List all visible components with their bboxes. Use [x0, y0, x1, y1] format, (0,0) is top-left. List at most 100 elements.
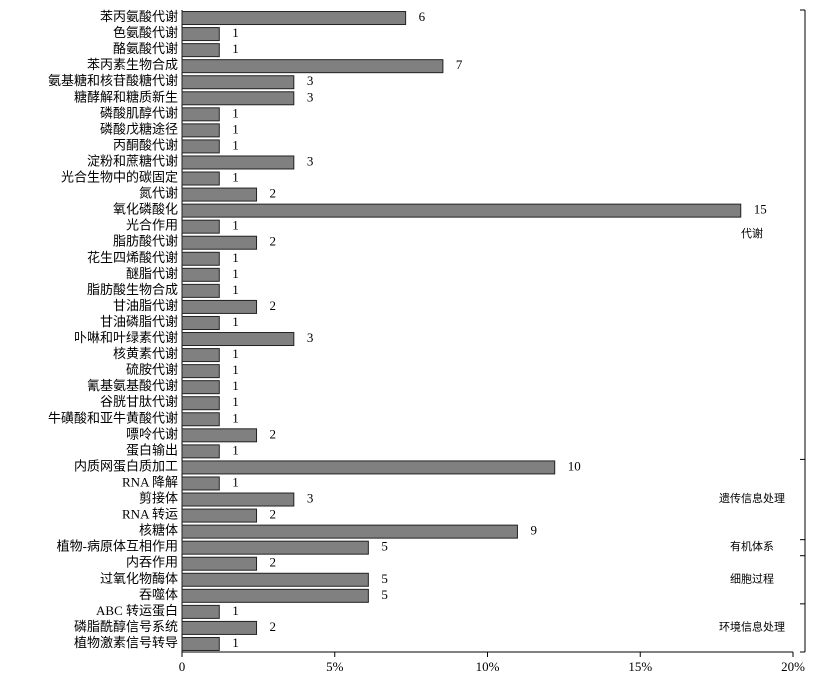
y-tick-label: 丙酮酸代谢: [113, 137, 178, 152]
y-tick-label: 磷酸戊糖途径: [100, 121, 178, 136]
bar: [181, 123, 220, 138]
y-tick-label: ABC 转运蛋白: [96, 603, 178, 618]
value-label: 1: [232, 362, 239, 377]
value-label: 1: [232, 603, 239, 618]
y-tick-label: 甘油磷脂代谢: [100, 314, 178, 329]
value-label: 1: [232, 410, 239, 425]
group-label: 代谢: [741, 226, 763, 240]
y-tick-label: 内质网蛋白质加工: [74, 458, 178, 473]
bar: [181, 540, 369, 555]
group-label: 细胞过程: [730, 572, 774, 585]
y-tick-label: 脂肪酸代谢: [113, 234, 178, 249]
y-tick-label: 内吞作用: [126, 555, 178, 570]
bar: [181, 556, 258, 571]
value-label: 1: [232, 105, 239, 120]
bar: [181, 364, 220, 379]
value-label: 1: [232, 346, 239, 361]
bar: [181, 428, 258, 443]
bar: [181, 267, 220, 282]
value-label: 1: [232, 41, 239, 56]
value-label: 1: [232, 282, 239, 297]
y-tick-label: 植物激素信号转导: [74, 635, 178, 650]
bar: [181, 332, 295, 347]
y-tick-label: 卟啉和叶绿素代谢: [74, 330, 178, 345]
value-label: 9: [530, 523, 537, 538]
bar: [181, 235, 258, 250]
y-tick-label: 淀粉和蔗糖代谢: [87, 153, 178, 168]
y-tick-label: 磷酸肌醇代谢: [100, 105, 178, 120]
y-tick-label: 蛋白输出: [126, 442, 178, 457]
bar: [181, 11, 407, 26]
bar: [181, 348, 220, 363]
bar: [181, 203, 742, 218]
x-tick-label: 20%: [781, 659, 805, 674]
value-label: 1: [232, 442, 239, 457]
x-tick-label: 10%: [476, 659, 500, 674]
y-tick-label: 甘油脂代谢: [113, 298, 178, 313]
y-tick-label: 谷胱甘肽代谢: [100, 394, 178, 409]
bar: [181, 476, 220, 491]
bar: [181, 75, 295, 90]
y-tick-label: 过氧化物酶体: [100, 571, 178, 586]
bar: [181, 588, 369, 603]
bar: [181, 27, 220, 42]
bar: [181, 107, 220, 122]
value-label: 1: [232, 266, 239, 281]
y-tick-label: 氨基糖和核苷酸糖代谢: [48, 73, 178, 88]
bar: [181, 43, 220, 58]
value-label: 15: [754, 202, 767, 217]
value-label: 2: [270, 507, 277, 522]
x-tick-label: 5%: [326, 659, 344, 674]
y-tick-label: 苯丙氨酸代谢: [100, 9, 178, 24]
bar: [181, 492, 295, 507]
value-label: 3: [307, 89, 314, 104]
group-label: 有机体系: [730, 539, 774, 553]
bar: [181, 396, 220, 411]
value-label: 2: [270, 555, 277, 570]
y-tick-label: 核糖体: [139, 523, 178, 538]
bar: [181, 620, 258, 635]
bar: [181, 171, 220, 186]
value-label: 1: [232, 394, 239, 409]
y-tick-label: 硫胺代谢: [126, 362, 178, 377]
y-tick-label: 氰基氨基酸代谢: [87, 378, 178, 393]
bar: [181, 219, 220, 234]
bar: [181, 155, 295, 170]
y-tick-label: 糖酵解和糖质新生: [74, 89, 178, 104]
y-tick-label: 光合生物中的碳固定: [61, 170, 178, 185]
bar: [181, 444, 220, 459]
y-tick-label: 氧化磷酸化: [113, 202, 178, 217]
y-tick-label: 核黄素代谢: [113, 346, 178, 361]
bar: [181, 283, 220, 298]
value-label: 3: [307, 153, 314, 168]
y-tick-label: RNA 降解: [122, 474, 178, 489]
y-tick-label: 嘌呤代谢: [126, 426, 178, 441]
y-tick-label: 牛磺酸和亚牛黄酸代谢: [48, 410, 178, 425]
value-label: 1: [232, 314, 239, 329]
y-tick-label: 植物-病原体互相作用: [57, 539, 178, 554]
bar: [181, 91, 295, 106]
y-tick-label: 醚脂代谢: [126, 266, 178, 281]
y-tick-label: 酪氨酸代谢: [113, 41, 178, 56]
bar: [181, 524, 518, 539]
value-label: 5: [381, 571, 388, 586]
value-label: 3: [307, 491, 314, 506]
value-label: 1: [232, 25, 239, 40]
y-tick-label: 吞噬体: [139, 587, 178, 602]
value-label: 2: [270, 298, 277, 313]
x-tick-label: 15%: [628, 659, 652, 674]
value-label: 1: [232, 137, 239, 152]
y-tick-label: 色氨酸代谢: [113, 25, 178, 40]
value-label: 2: [270, 619, 277, 634]
bar: [181, 460, 556, 475]
bar: [181, 380, 220, 395]
bar: [181, 636, 220, 651]
y-tick-label: 脂肪酸生物合成: [87, 282, 178, 297]
y-tick-label: 磷脂酰醇信号系统: [74, 619, 178, 634]
value-label: 1: [232, 474, 239, 489]
value-label: 5: [381, 587, 388, 602]
bar: [181, 139, 220, 154]
value-label: 1: [232, 218, 239, 233]
group-label: 遗传信息处理: [719, 491, 785, 505]
x-tick-label: 0: [179, 659, 186, 674]
